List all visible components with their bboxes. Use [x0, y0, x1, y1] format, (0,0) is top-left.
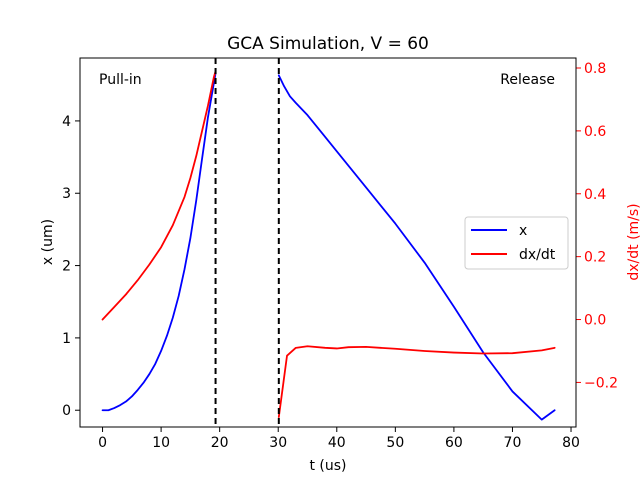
x-tick-label: 10 — [152, 435, 170, 451]
x-tick-label: 50 — [386, 435, 404, 451]
series-dxdt-line-2 — [277, 345, 556, 418]
y-axis-label-right: dx/dt (m/s) — [626, 203, 640, 280]
x-tick-label: 30 — [269, 435, 287, 451]
y-right-tick-label: 0.2 — [584, 250, 606, 266]
x-tick-label: 40 — [328, 435, 346, 451]
series-dxdt-line-1 — [101, 70, 217, 321]
x-tick-label: 80 — [562, 435, 580, 451]
y-right-tick-label: 0.6 — [584, 124, 606, 140]
y-left-tick-label: 2 — [62, 259, 71, 275]
y-axis-label-left: x (um) — [40, 219, 56, 265]
y-right-tick-label: −0.2 — [584, 375, 618, 391]
x-tick-label: 70 — [504, 435, 522, 451]
y-right-tick-label: 0.8 — [584, 61, 606, 77]
y-left-tick-label: 0 — [62, 403, 71, 419]
plot-frame — [79, 57, 577, 428]
series-x-line-1 — [101, 72, 217, 412]
x-tick-label: 0 — [98, 435, 107, 451]
x-tick-label: 20 — [211, 435, 229, 451]
y-right-tick-label: 0.0 — [584, 313, 606, 329]
y-right-tick-label: 0.4 — [584, 187, 606, 203]
legend: x dx/dt — [464, 216, 569, 270]
annotation-release: Release — [500, 72, 555, 88]
x-axis-label: t (us) — [309, 458, 346, 474]
x-tick-label: 60 — [445, 435, 463, 451]
chart-title: GCA Simulation, V = 60 — [227, 34, 429, 54]
legend-label-dxdt: dx/dt — [519, 247, 556, 263]
legend-label-x: x — [519, 223, 527, 239]
annotation-pull-in: Pull-in — [99, 72, 142, 88]
y-left-tick-label: 3 — [62, 186, 71, 202]
y-left-tick-label: 4 — [62, 114, 71, 130]
series-x-line-2 — [277, 74, 556, 421]
y-left-tick-label: 1 — [62, 331, 71, 347]
